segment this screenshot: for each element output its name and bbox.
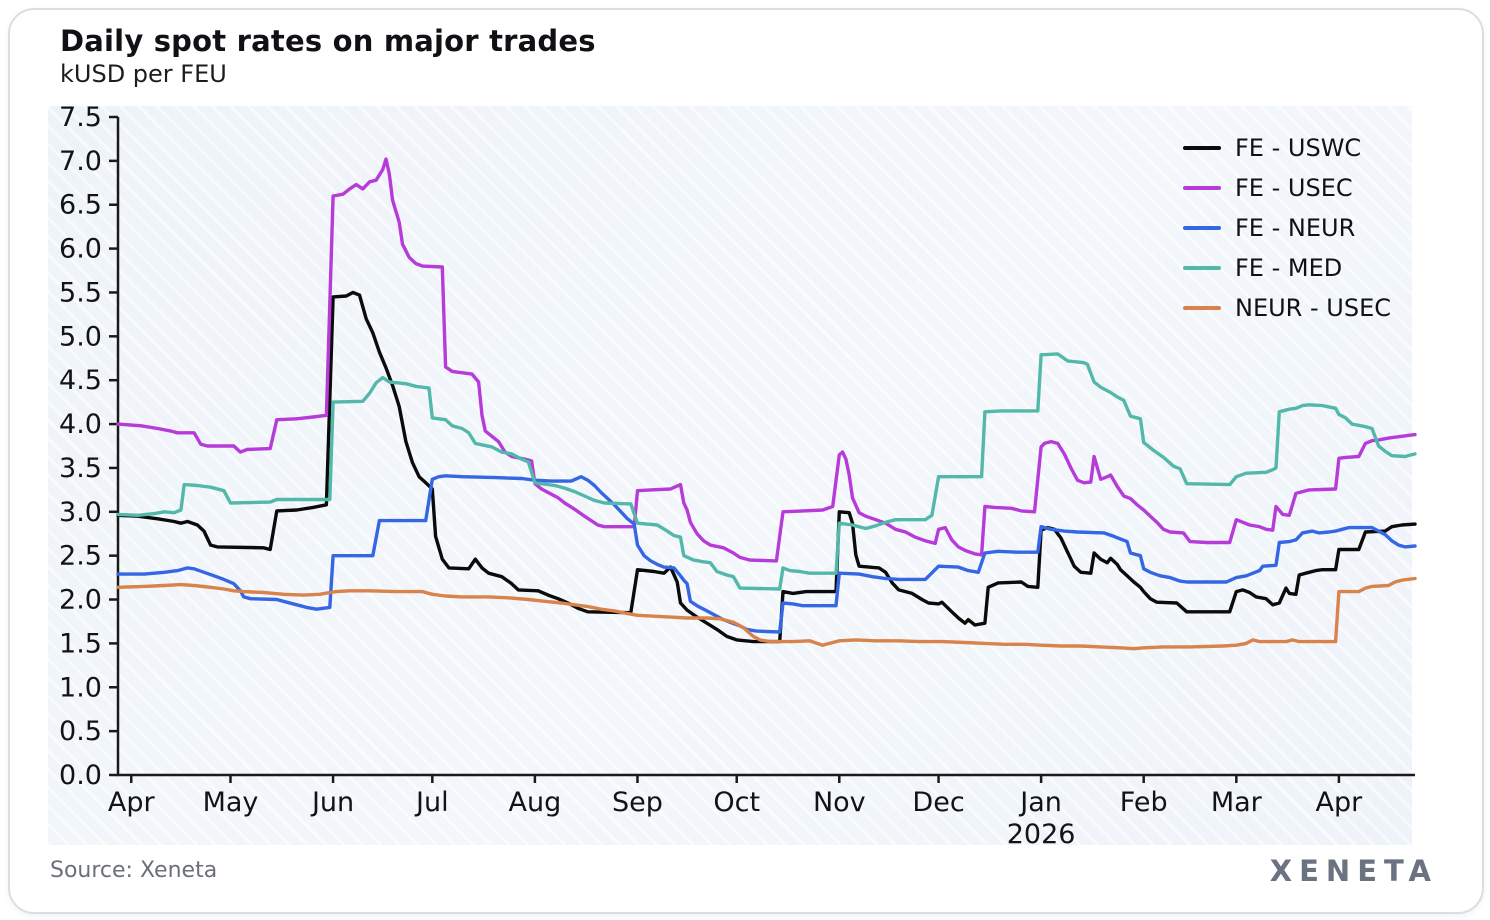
chart-card [8, 8, 1484, 914]
